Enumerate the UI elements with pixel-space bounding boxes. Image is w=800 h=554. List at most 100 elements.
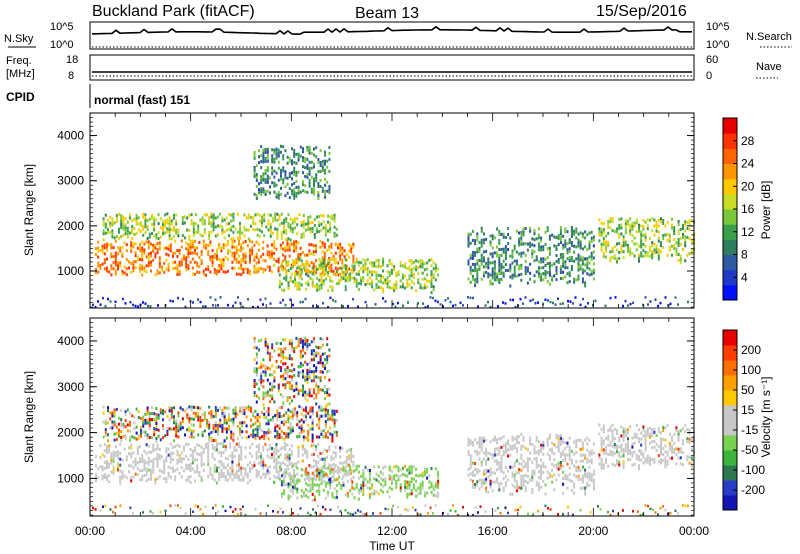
power-echo-cell: [232, 230, 235, 234]
power-echo-cell: [535, 237, 538, 241]
velocity-echo-cell: [287, 494, 290, 498]
velocity-echo-cell: [478, 478, 481, 482]
velocity-echo-cell: [533, 457, 536, 461]
velocity-echo-cell: [579, 453, 582, 457]
power-echo-cell: [273, 169, 276, 173]
power-plot-frame: [89, 112, 695, 309]
velocity-echo-cell: [113, 438, 116, 442]
freq-unit: [MHz]: [6, 68, 35, 80]
power-echo-cell: [476, 262, 479, 266]
velocity-echo-cell: [313, 376, 315, 380]
velocity-echo-cell: [302, 393, 304, 397]
power-echo-cell: [235, 245, 238, 249]
velocity-echo-cell: [213, 448, 216, 452]
power-echo-cell: [212, 304, 214, 307]
power-echo-cell: [212, 222, 215, 226]
velocity-echo-cell: [352, 475, 355, 479]
power-echo-cell: [590, 254, 593, 258]
power-echo-cell: [217, 233, 219, 237]
power-echo-cell: [279, 243, 282, 247]
velocity-echo-cell: [350, 451, 353, 454]
velocity-echo-cell: [274, 426, 277, 430]
velocity-echo-cell: [97, 467, 100, 471]
velocity-echo-cell: [167, 453, 170, 457]
power-echo-cell: [408, 277, 411, 281]
power-echo-cell: [352, 260, 355, 264]
velocity-echo-cell: [581, 465, 584, 469]
velocity-echo-cell: [251, 466, 254, 470]
velocity-echo-cell: [225, 436, 228, 440]
velocity-echo-cell: [310, 394, 313, 398]
power-echo-cell: [150, 254, 152, 258]
velocity-echo-cell: [146, 409, 149, 413]
velocity-echo-cell: [196, 470, 199, 474]
power-echo-cell: [275, 147, 278, 151]
velocity-echo-cell: [294, 483, 297, 487]
power-echo-cell: [624, 231, 627, 235]
velocity-echo-cell: [566, 474, 569, 478]
velocity-echo-cell: [167, 471, 170, 475]
power-echo-cell: [318, 263, 321, 267]
velocity-echo-cell: [518, 435, 521, 439]
velocity-echo-cell: [190, 408, 193, 412]
power-echo-cell: [329, 296, 332, 300]
velocity-echo-cell: [311, 433, 314, 437]
velocity-echo-cell: [289, 495, 292, 499]
power-echo-cell: [504, 269, 507, 272]
velocity-echo-cell: [586, 442, 589, 446]
velocity-echo-cell: [102, 405, 105, 409]
velocity-echo-cell: [124, 419, 127, 423]
velocity-echo-cell: [317, 466, 320, 470]
power-echo-cell: [238, 272, 240, 276]
velocity-echo-cell: [533, 445, 536, 449]
velocity-echo-cell: [266, 378, 269, 382]
power-echo-cell: [520, 263, 523, 267]
velocity-echo-cell: [357, 488, 360, 492]
power-echo-cell: [294, 226, 296, 230]
power-echo-cell: [622, 238, 625, 242]
power-colorbar-label: Power [dB]: [759, 181, 773, 240]
power-echo-cell: [283, 276, 286, 280]
velocity-echo-cell: [291, 464, 294, 468]
velocity-echo-cell: [175, 419, 178, 423]
velocity-echo-cell: [188, 429, 191, 433]
power-echo-cell: [690, 219, 693, 222]
power-echo-cell: [568, 259, 571, 263]
power-echo-cell: [130, 240, 133, 244]
power-echo-cell: [467, 277, 470, 281]
velocity-echo-cell: [362, 487, 365, 490]
velocity-echo-cell: [272, 415, 274, 419]
power-echo-cell: [579, 267, 582, 271]
power-echo-cell: [388, 262, 391, 265]
velocity-echo-cell: [213, 445, 216, 449]
power-echo-cell: [329, 230, 332, 234]
velocity-echo-cell: [284, 338, 287, 342]
velocity-echo-cell: [342, 465, 345, 469]
velocity-echo-cell: [129, 420, 131, 424]
velocity-echo-cell: [285, 471, 288, 475]
velocity-echo-cell: [520, 486, 523, 490]
velocity-echo-cell: [562, 470, 565, 474]
power-echo-cell: [282, 178, 285, 182]
power-echo-cell: [147, 255, 150, 259]
power-echo-cell: [191, 242, 194, 246]
velocity-echo-cell: [155, 419, 158, 422]
velocity-echo-cell: [581, 447, 584, 451]
power-echo-cell: [255, 194, 258, 197]
power-echo-cell: [111, 220, 114, 224]
power-echo-cell: [679, 236, 682, 240]
power-echo-cell: [526, 248, 529, 252]
velocity-echo-cell: [535, 480, 538, 484]
power-echo-cell: [489, 243, 492, 247]
power-echo-cell: [284, 303, 287, 307]
power-echo-cell: [520, 278, 523, 282]
velocity-echo-cell: [531, 490, 534, 494]
power-echo-cell: [627, 243, 629, 247]
power-echo-cell: [277, 190, 280, 194]
power-echo-cell: [338, 278, 341, 282]
velocity-echo-cell: [581, 474, 584, 478]
power-echo-cell: [627, 246, 629, 250]
velocity-echo-cell: [140, 434, 142, 438]
velocity-echo-cell: [280, 342, 282, 346]
power-echo-cell: [351, 264, 354, 268]
